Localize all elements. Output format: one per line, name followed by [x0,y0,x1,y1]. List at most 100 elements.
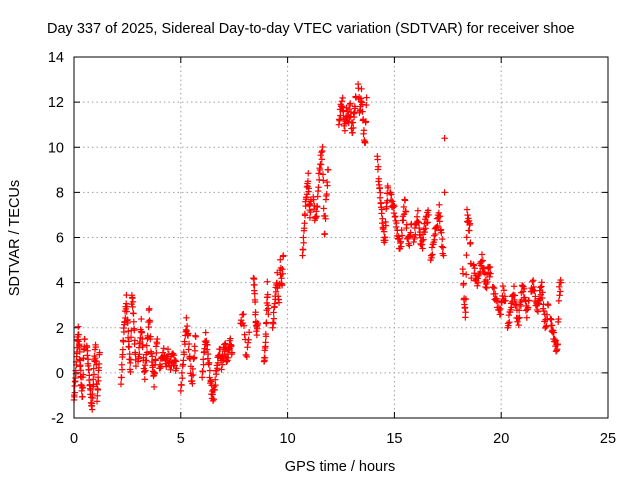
data-point [302,202,309,210]
y-tick-label: 12 [48,95,64,111]
data-point [79,393,86,401]
data-point [263,319,270,326]
data-point [341,127,349,134]
data-point [124,319,131,327]
data-point [305,170,312,177]
data-point [81,335,88,343]
data-point [338,98,346,105]
data-point [497,311,505,318]
data-point [180,357,187,364]
data-point [378,206,386,213]
data-point [135,344,143,351]
data-point [530,277,537,284]
data-point [118,374,125,381]
data-point [423,219,431,227]
data-point [407,229,414,236]
data-point [207,378,215,385]
data-point [314,203,321,211]
data-point [151,370,158,377]
data-point [414,207,422,214]
data-point [414,218,421,225]
data-point [299,246,307,253]
data-point [138,315,145,323]
data-point [515,321,522,329]
data-point [324,166,332,174]
data-point [557,279,565,286]
data-point [550,329,558,336]
data-point [515,307,523,314]
data-point [339,103,346,111]
data-point [183,322,191,330]
data-point [362,118,370,125]
data-point [264,305,272,312]
data-point [323,190,330,198]
data-point [167,366,174,373]
data-point [143,342,150,349]
data-point [505,311,513,319]
data-point [76,348,83,356]
chart-title: Day 337 of 2025, Sidereal Day-to-day VTE… [47,21,575,37]
data-point [429,251,436,258]
data-point [388,191,395,198]
data-point [441,135,448,142]
data-point [272,288,280,296]
data-point [486,273,493,281]
y-tick-label: 6 [56,231,64,247]
data-point [351,105,359,112]
data-point [324,182,331,189]
x-tick-label: 10 [280,431,296,447]
data-point [138,329,146,336]
data-point [428,244,436,251]
data-point [141,368,148,375]
data-point [148,350,155,357]
data-point [191,354,198,361]
data-point [355,85,362,92]
data-point [462,309,469,316]
data-point [278,275,285,282]
data-point [94,392,101,399]
data-point [547,315,554,323]
data-point [164,346,172,353]
data-point [318,149,325,156]
data-point [402,208,410,216]
data-point [349,129,356,136]
data-point [224,354,232,361]
data-point [425,211,432,219]
data-point [500,287,508,294]
data-point [489,284,497,291]
data-point [396,235,403,243]
data-point [304,178,312,185]
data-point [253,331,261,339]
x-tick-label: 5 [177,431,185,447]
data-point [401,197,409,204]
data-point [307,208,314,216]
data-point [398,243,405,250]
data-point [398,226,405,234]
data-point [322,215,329,222]
data-point [538,279,545,286]
data-point [428,254,435,262]
data-point [320,177,327,184]
data-point [214,365,221,372]
data-point [262,339,269,346]
data-point [436,201,443,209]
data-point [143,357,150,364]
data-point [146,305,153,312]
data-points [70,80,565,413]
data-point [431,236,438,243]
data-point [123,291,130,299]
data-point [227,335,234,342]
data-point [154,335,161,343]
data-point [319,143,326,151]
data-point [277,264,285,272]
data-point [415,224,423,232]
data-point [533,306,541,314]
data-point [117,380,125,388]
data-point [478,258,485,265]
data-point [521,285,528,292]
data-point [142,367,149,374]
data-point [139,341,147,349]
data-point [157,364,164,372]
data-point [280,252,287,259]
data-point [250,275,258,283]
